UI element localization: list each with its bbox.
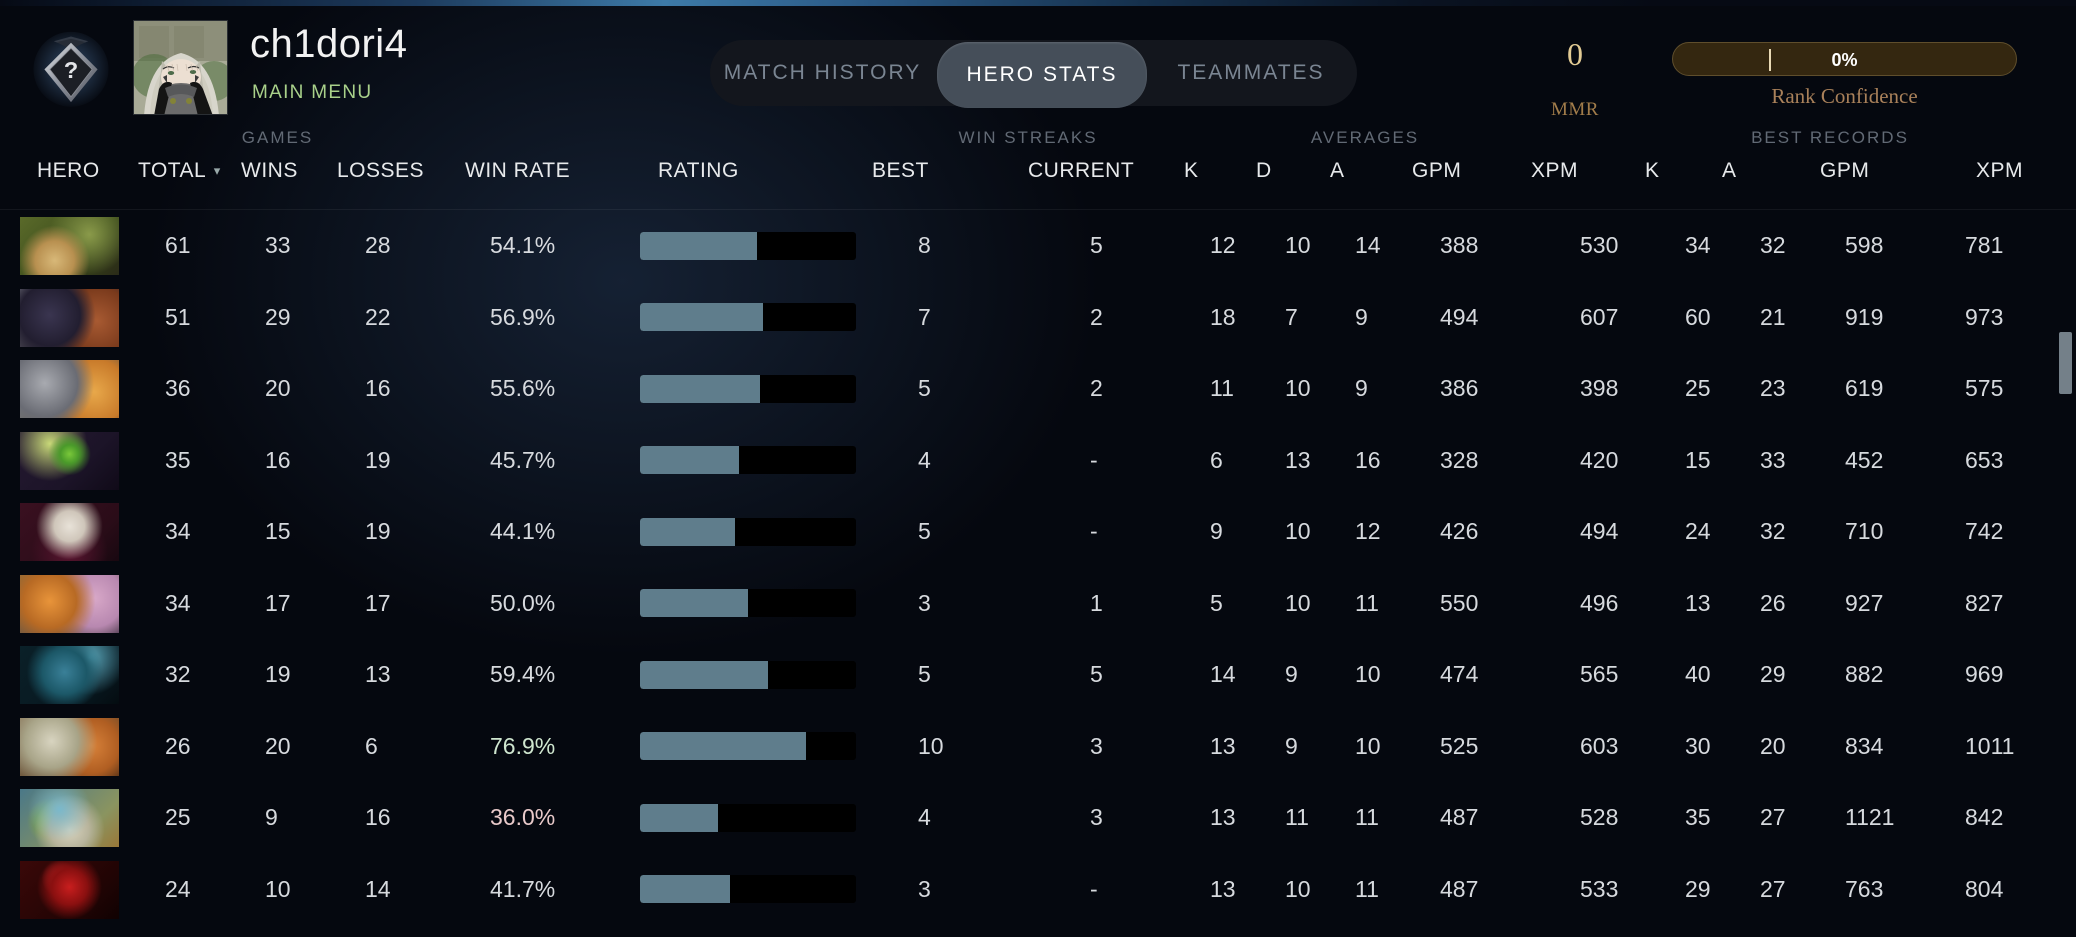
svg-text:?: ? (64, 57, 78, 83)
